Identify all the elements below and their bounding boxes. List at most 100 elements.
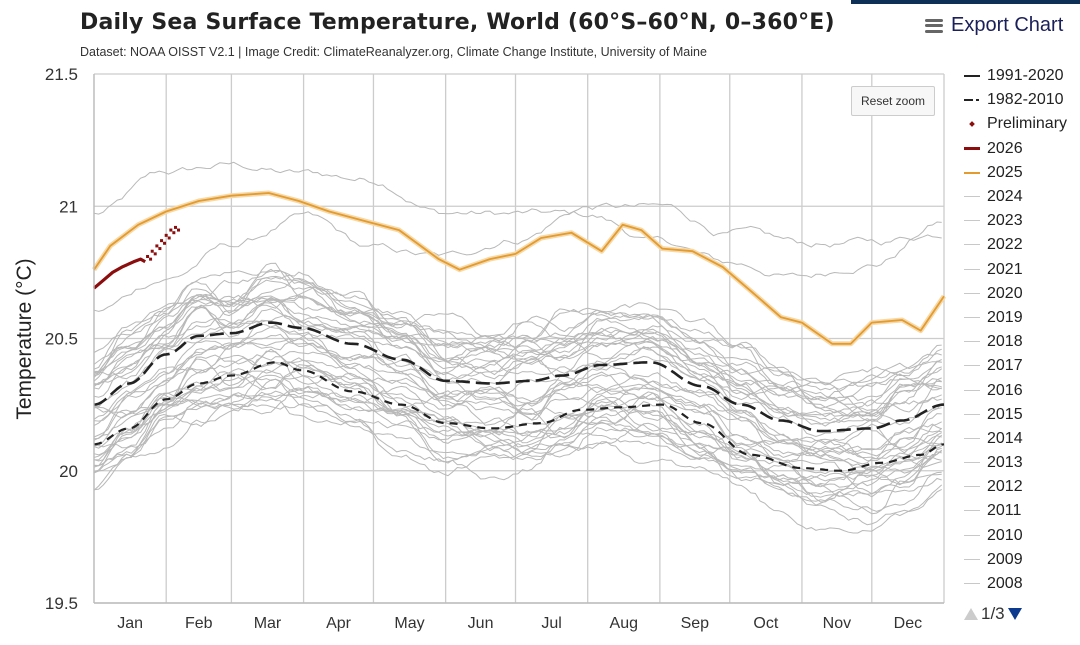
year-line-1996 xyxy=(93,354,942,469)
legend-item-2011[interactable]: 2011 xyxy=(964,499,1080,523)
legend-symbol-icon xyxy=(964,192,980,202)
series-2026-line xyxy=(92,257,147,290)
reset-zoom-button[interactable]: Reset zoom xyxy=(851,86,935,116)
chart-title: Daily Sea Surface Temperature, World (60… xyxy=(80,10,835,35)
legend-symbol-icon xyxy=(964,119,980,129)
legend-label: 2018 xyxy=(987,333,1023,351)
preliminary-point xyxy=(174,225,178,229)
legend-item-2010[interactable]: 2010 xyxy=(964,524,1080,548)
legend-label: 2023 xyxy=(987,212,1023,230)
legend-item-2020[interactable]: 2020 xyxy=(964,282,1080,306)
legend-symbol-icon xyxy=(964,361,980,371)
year-line-2024 xyxy=(93,161,942,279)
preliminary-point xyxy=(146,255,150,259)
y-tick-label: 21 xyxy=(59,197,78,216)
y-tick-label: 20.5 xyxy=(45,330,78,349)
legend-symbol-icon xyxy=(964,531,980,541)
year-line-2014 xyxy=(93,306,942,427)
export-chart-button[interactable]: Export Chart xyxy=(925,14,1063,37)
legend-page-up-icon[interactable] xyxy=(964,608,978,620)
legend-label: 2011 xyxy=(987,502,1022,520)
legend-item-preliminary[interactable]: Preliminary xyxy=(964,112,1080,136)
hamburger-menu-icon xyxy=(925,18,943,33)
legend-label: 2025 xyxy=(987,163,1023,181)
legend-item-2021[interactable]: 2021 xyxy=(964,258,1080,282)
legend-item-2025[interactable]: 2025 xyxy=(964,161,1080,185)
legend-label: 2024 xyxy=(987,188,1023,206)
legend-symbol-icon xyxy=(964,265,980,275)
legend-page-indicator: 1/3 xyxy=(981,604,1005,623)
legend-label: 2022 xyxy=(987,236,1023,254)
legend-item-2013[interactable]: 2013 xyxy=(964,451,1080,475)
background-year-lines xyxy=(93,161,943,534)
year-line-2010 xyxy=(93,296,942,418)
legend-symbol-icon xyxy=(964,216,980,226)
year-line-2015 xyxy=(93,269,942,414)
year-line-2019 xyxy=(93,268,942,388)
x-tick-label: Feb xyxy=(185,615,213,632)
y-axis-label: Temperature (°C) xyxy=(13,258,36,419)
preliminary-point xyxy=(158,247,162,251)
year-line-2007 xyxy=(93,296,942,418)
legend-item-2026[interactable]: 2026 xyxy=(964,137,1080,161)
year-line-1989 xyxy=(93,359,942,472)
year-line-2000 xyxy=(93,333,942,462)
legend-item-2016[interactable]: 2016 xyxy=(964,378,1080,402)
legend-symbol-icon xyxy=(964,410,980,420)
year-line-1990 xyxy=(93,354,942,465)
legend-symbol-icon xyxy=(964,555,980,565)
legend-page-down-icon[interactable] xyxy=(1007,608,1022,620)
legend-item-2023[interactable]: 2023 xyxy=(964,209,1080,233)
main-series-lines xyxy=(91,190,947,472)
legend-symbol-icon xyxy=(964,482,980,492)
legend-item-2019[interactable]: 2019 xyxy=(964,306,1080,330)
x-tick-label: Jan xyxy=(117,615,143,632)
legend-label: 2020 xyxy=(987,284,1023,302)
legend-item-2017[interactable]: 2017 xyxy=(964,354,1080,378)
legend-item-2008[interactable]: 2008 xyxy=(964,572,1080,596)
legend-item-1991-2020[interactable]: 1991-2020 xyxy=(964,64,1080,88)
year-line-2008 xyxy=(93,293,942,416)
year-line-1997 xyxy=(93,369,942,496)
x-tick-label: Oct xyxy=(753,615,778,632)
legend-symbol-icon xyxy=(964,95,980,105)
legend-label: 2021 xyxy=(987,260,1023,278)
legend-item-2024[interactable]: 2024 xyxy=(964,185,1080,209)
legend-item-2015[interactable]: 2015 xyxy=(964,403,1080,427)
year-line-1994 xyxy=(93,367,942,486)
legend-label: 2008 xyxy=(987,575,1023,593)
legend-label: 2017 xyxy=(987,357,1023,375)
legend-label: 2019 xyxy=(987,308,1023,326)
year-line-1982 xyxy=(93,375,943,485)
legend-label: 2012 xyxy=(987,478,1023,496)
preliminary-point xyxy=(177,228,181,232)
legend-symbol-icon xyxy=(964,168,980,178)
year-line-1987 xyxy=(93,385,942,515)
year-line-2023 xyxy=(93,202,942,312)
legend: 1991-2020 1982-2010 Preliminary 2026 2025 202… xyxy=(964,64,1080,596)
series-2025-line xyxy=(93,192,945,345)
legend-symbol-icon xyxy=(964,337,980,347)
series-2025-glow xyxy=(91,190,947,347)
legend-item-1982-2010[interactable]: 1982-2010 xyxy=(964,88,1080,112)
y-tick-label: 21.5 xyxy=(45,65,78,84)
legend-pager: 1/3 xyxy=(964,604,1022,624)
top-accent-bar xyxy=(851,0,1080,4)
year-line-2004 xyxy=(93,298,942,425)
legend-item-2018[interactable]: 2018 xyxy=(964,330,1080,354)
x-tick-label: Jun xyxy=(468,615,494,632)
legend-label: 2016 xyxy=(987,381,1023,399)
chart-subtitle: Dataset: NOAA OISST V2.1 | Image Credit:… xyxy=(80,45,707,59)
preliminary-point xyxy=(169,228,173,232)
legend-item-2022[interactable]: 2022 xyxy=(964,233,1080,257)
preliminary-point xyxy=(153,252,157,256)
year-line-2006 xyxy=(93,297,942,423)
x-tick-label: Nov xyxy=(823,615,851,632)
legend-item-2009[interactable]: 2009 xyxy=(964,548,1080,572)
preliminary-point xyxy=(150,249,154,253)
legend-symbol-icon xyxy=(964,434,980,444)
legend-item-2012[interactable]: 2012 xyxy=(964,475,1080,499)
year-line-1984 xyxy=(93,364,942,495)
legend-item-2014[interactable]: 2014 xyxy=(964,427,1080,451)
preliminary-point xyxy=(164,233,168,237)
